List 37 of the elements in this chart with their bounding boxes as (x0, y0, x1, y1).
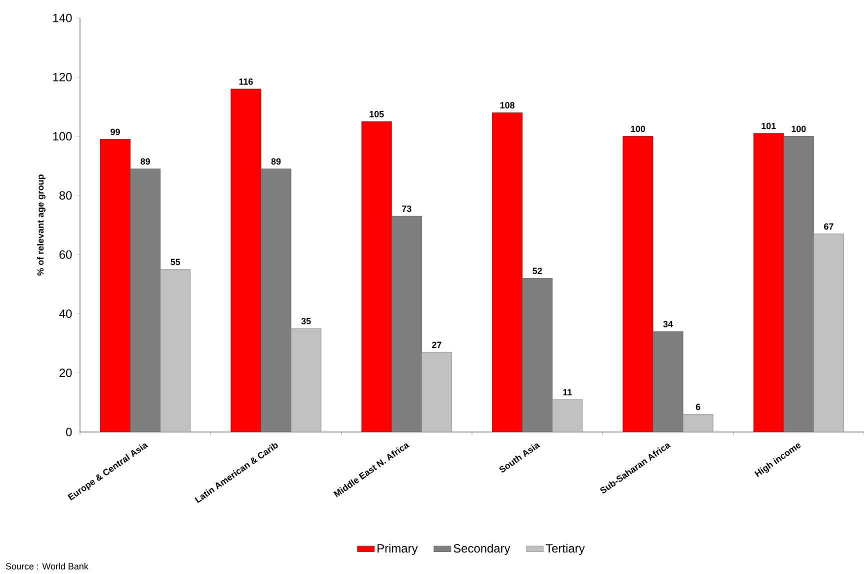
y-axis-title: % of relevant age group (37, 174, 46, 276)
data-label: 6 (696, 404, 700, 410)
y-tick-label: 0 (66, 428, 72, 436)
bar (622, 136, 654, 432)
y-tick-label: 120 (53, 72, 72, 82)
bar (100, 139, 131, 432)
y-tick-label: 40 (59, 309, 72, 318)
y-tick-label: 140 (53, 14, 72, 22)
legend-label: Secondary (454, 544, 510, 555)
data-label: 108 (500, 102, 514, 108)
y-tick-label: 80 (59, 191, 72, 200)
data-label: 35 (301, 318, 311, 324)
bar (230, 88, 262, 432)
data-label: 99 (110, 128, 120, 136)
source-note: Source : World Bank (6, 562, 88, 570)
data-label: 116 (239, 78, 253, 85)
data-label: 34 (663, 320, 673, 328)
y-tick-label: 60 (60, 250, 72, 259)
data-label: 55 (170, 258, 180, 266)
legend-label: Tertiary (546, 544, 585, 555)
data-label: 101 (762, 122, 776, 130)
data-label: 89 (140, 158, 150, 165)
data-label: 52 (532, 268, 542, 274)
data-label: 105 (370, 110, 384, 118)
y-tick-label: 20 (60, 368, 72, 378)
data-label: 67 (824, 223, 834, 230)
data-label: 27 (432, 342, 442, 348)
bar (753, 133, 784, 432)
bar (492, 112, 523, 432)
legend-label: Primary (378, 544, 418, 555)
y-tick-label: 100 (53, 132, 72, 141)
data-label: 100 (631, 126, 646, 132)
data-label: 89 (271, 158, 281, 165)
data-label: 100 (792, 126, 806, 132)
bar (361, 121, 392, 432)
data-label: 73 (402, 206, 412, 212)
data-label: 11 (563, 389, 572, 396)
